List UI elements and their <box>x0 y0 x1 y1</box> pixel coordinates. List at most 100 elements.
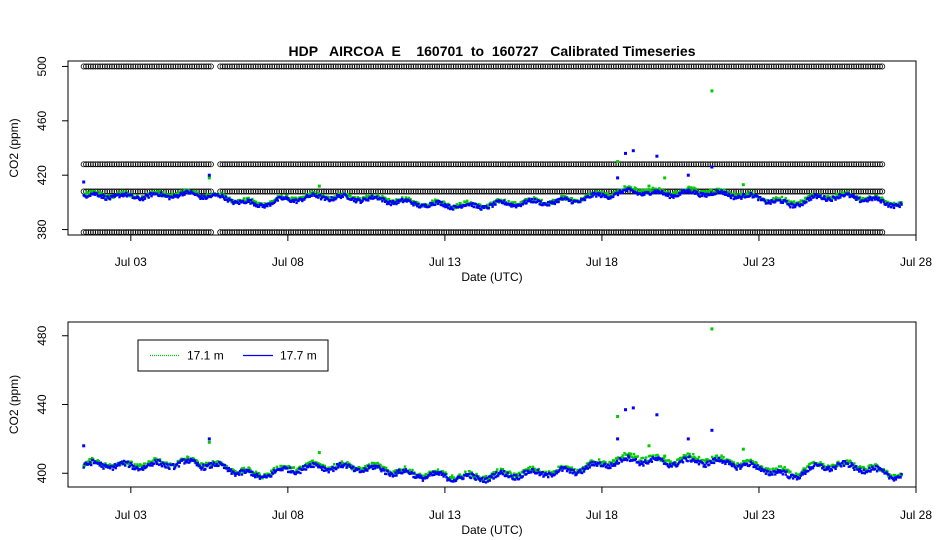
data-point <box>523 469 526 473</box>
data-point <box>370 63 377 70</box>
data-point <box>668 196 671 200</box>
data-point <box>262 204 265 207</box>
data-point <box>709 229 716 235</box>
data-point <box>116 229 122 235</box>
data-point <box>435 200 439 203</box>
data-point <box>610 462 613 465</box>
data-point <box>803 469 806 472</box>
data-point <box>417 63 424 70</box>
data-point <box>362 470 365 473</box>
data-point <box>615 229 622 235</box>
data-point <box>801 473 804 476</box>
data-point <box>238 473 241 476</box>
data-point <box>788 204 791 207</box>
data-point <box>802 200 805 203</box>
data-point <box>321 463 325 467</box>
data-point <box>309 161 316 168</box>
data-point <box>365 63 372 70</box>
data-point <box>628 456 631 459</box>
data-point <box>413 472 416 475</box>
data-point <box>756 229 763 235</box>
data-point <box>149 229 155 235</box>
data-point <box>258 477 262 480</box>
data-point <box>365 229 372 235</box>
data-point <box>562 195 565 198</box>
data-point <box>575 161 582 168</box>
data-point <box>862 466 866 469</box>
data-point <box>389 161 396 168</box>
data-point <box>167 229 174 235</box>
data-point <box>643 161 650 168</box>
data-point <box>397 201 400 204</box>
data-point <box>445 476 448 479</box>
data-point <box>490 476 493 479</box>
series-group-0 <box>80 63 886 235</box>
data-point <box>428 474 431 477</box>
data-point <box>875 470 879 473</box>
data-point <box>471 188 478 195</box>
data-point <box>186 229 193 235</box>
data-point <box>681 63 688 70</box>
data-point <box>577 229 584 235</box>
data-point <box>818 229 824 235</box>
data-point <box>623 451 626 455</box>
data-point <box>299 161 306 168</box>
data-point <box>693 459 696 462</box>
data-point <box>189 229 196 235</box>
data-point <box>535 63 542 70</box>
data-point <box>815 229 822 235</box>
data-point <box>868 466 871 470</box>
data-point <box>372 161 379 168</box>
data-point <box>329 466 332 469</box>
data-point <box>740 229 747 235</box>
data-point <box>342 229 349 235</box>
data-point <box>553 473 556 476</box>
data-point <box>375 229 382 235</box>
data-point <box>625 189 628 193</box>
chart-title: HDP AIRCOA E 160701 to 160727 Calibrated… <box>289 43 696 59</box>
data-point <box>404 468 408 471</box>
data-point <box>724 193 727 196</box>
data-point <box>242 197 246 200</box>
spike-point <box>655 413 659 417</box>
data-point <box>127 63 134 70</box>
data-point <box>513 473 516 477</box>
data-point <box>760 467 764 470</box>
data-point <box>502 199 506 202</box>
data-point <box>772 467 775 470</box>
data-point <box>389 203 393 207</box>
data-point <box>144 229 151 235</box>
data-point <box>597 194 601 197</box>
data-point <box>556 229 563 235</box>
data-point <box>495 161 502 168</box>
data-point <box>608 229 615 235</box>
data-point <box>286 467 289 470</box>
data-point <box>608 63 615 70</box>
data-point <box>766 470 769 473</box>
data-point <box>489 201 492 204</box>
data-point <box>348 463 351 467</box>
data-point <box>750 193 753 196</box>
data-point <box>424 161 431 168</box>
data-point <box>563 188 570 195</box>
data-point <box>445 188 452 195</box>
data-point <box>109 63 116 70</box>
data-point <box>853 229 860 235</box>
data-point <box>518 229 525 235</box>
data-point <box>280 194 283 197</box>
data-point <box>477 206 480 209</box>
data-point <box>639 462 642 466</box>
data-point <box>874 188 881 195</box>
data-point <box>381 468 384 472</box>
data-point <box>697 229 704 235</box>
data-point <box>571 472 574 475</box>
data-point <box>604 461 607 464</box>
data-point <box>639 161 646 168</box>
data-point <box>620 161 627 168</box>
data-point <box>229 468 232 471</box>
data-point <box>128 464 132 468</box>
data-point <box>679 229 685 235</box>
plot-frame <box>67 60 917 236</box>
data-point <box>153 462 156 465</box>
data-point <box>707 161 714 168</box>
